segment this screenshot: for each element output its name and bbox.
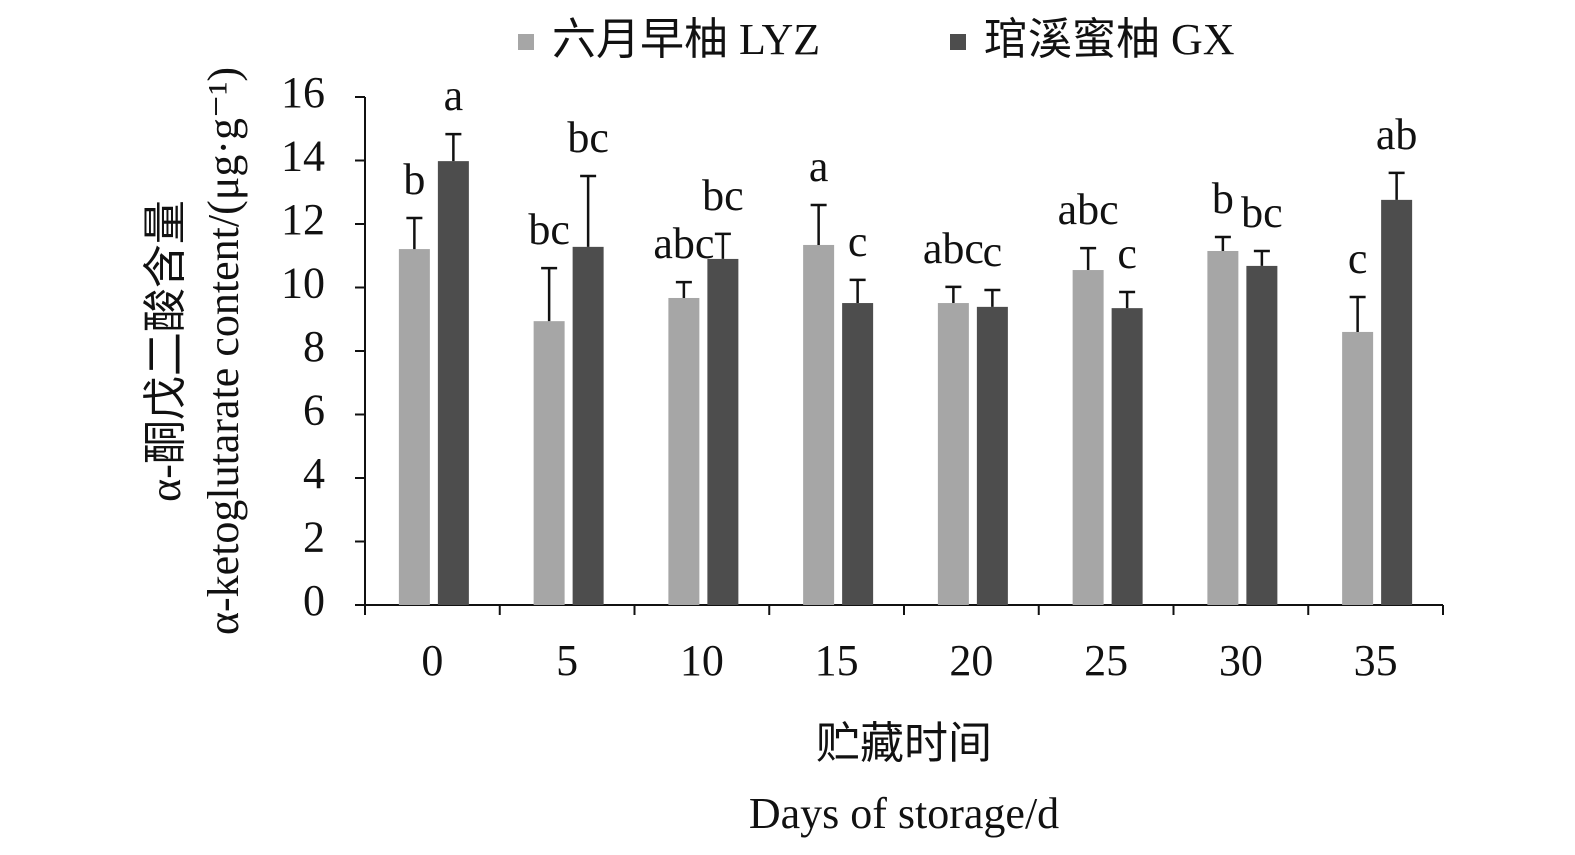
error-bar: [849, 278, 866, 304]
y-tick-label: 8: [303, 322, 325, 371]
significance-label: b: [403, 155, 425, 204]
significance-label: bc: [528, 205, 570, 254]
y-tick-label: 6: [303, 386, 325, 435]
x-title-en: Days of storage/d: [749, 789, 1059, 838]
x-tick-label: 5: [556, 636, 578, 685]
bar: [437, 161, 469, 605]
significance-label: ab: [1376, 110, 1418, 159]
error-bar: [1214, 235, 1231, 251]
x-tick-label: 0: [421, 636, 443, 685]
bar: [1381, 199, 1413, 605]
error-bar: [1119, 290, 1136, 309]
significance-label: abc: [1058, 185, 1119, 234]
y-tick-label: 10: [281, 259, 325, 308]
significance-label: abc: [923, 224, 984, 273]
error-bar: [1388, 171, 1405, 200]
error-bar: [580, 174, 597, 247]
x-tick-label: 25: [1084, 636, 1128, 685]
error-bar: [945, 285, 962, 304]
y-title-en: α-ketoglutarate content/(μg·g⁻¹): [199, 67, 248, 635]
x-tick-label: 30: [1219, 636, 1263, 685]
legend-swatch: [518, 34, 534, 50]
error-bar: [445, 132, 462, 162]
x-tick-label: 35: [1354, 636, 1398, 685]
legend-swatch: [950, 34, 966, 50]
significance-label: abc: [653, 219, 714, 268]
bar: [533, 321, 565, 605]
legend-label: 琯溪蜜柚 GX: [984, 15, 1235, 64]
bar: [668, 297, 700, 605]
y-tick-label: 12: [281, 195, 325, 244]
significance-label: a: [809, 142, 829, 191]
bar: [572, 246, 604, 606]
y-tick-label: 16: [281, 68, 325, 117]
bar: [937, 303, 969, 605]
bar: [1246, 265, 1278, 605]
y-title-cn: α-酮戊二酸含量: [141, 200, 190, 502]
error-bar: [1080, 246, 1097, 271]
bar: [842, 303, 874, 605]
x-title-cn: 贮藏时间: [816, 719, 992, 768]
significance-label: bc: [1241, 188, 1283, 237]
error-bar: [406, 216, 423, 250]
y-tick-label: 4: [303, 449, 325, 498]
significance-label: bc: [567, 113, 609, 162]
significance-label: bc: [702, 171, 744, 220]
legend-label: 六月早柚 LYZ: [552, 15, 820, 64]
bar: [1342, 331, 1374, 605]
significance-label: c: [1348, 234, 1368, 283]
bar: [1111, 308, 1143, 605]
bar: [398, 249, 430, 605]
significance-label: a: [444, 71, 464, 120]
bar: [1207, 250, 1239, 606]
error-bar: [810, 203, 827, 245]
y-tick-label: 14: [281, 132, 325, 181]
error-bar: [714, 232, 731, 259]
error-bar: [675, 280, 692, 298]
x-tick-label: 20: [949, 636, 993, 685]
significance-label: c: [1117, 229, 1137, 278]
bar: [1072, 270, 1104, 605]
y-tick-label: 0: [303, 576, 325, 625]
error-bar: [984, 288, 1001, 307]
significance-label: b: [1212, 174, 1234, 223]
bar: [707, 258, 739, 605]
y-tick-label: 2: [303, 513, 325, 562]
error-bar: [1253, 249, 1270, 266]
error-bar: [541, 266, 558, 322]
bar: [803, 244, 835, 605]
bar: [976, 306, 1008, 605]
x-tick-label: 10: [680, 636, 724, 685]
significance-label: c: [848, 217, 868, 266]
x-tick-label: 15: [815, 636, 859, 685]
significance-label: c: [983, 227, 1003, 276]
error-bar: [1349, 295, 1366, 332]
